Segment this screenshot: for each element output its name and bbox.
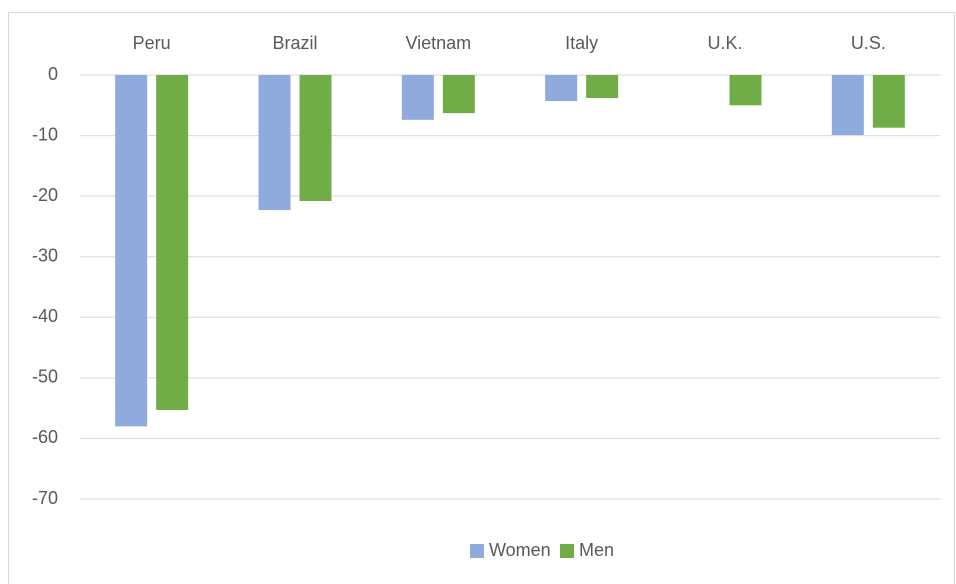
bar — [299, 75, 332, 201]
legend-label: Men — [579, 540, 614, 560]
bar — [872, 75, 905, 128]
x-tick-label: Vietnam — [405, 33, 471, 53]
x-tick-label: U.K. — [707, 33, 742, 53]
bar — [156, 75, 189, 410]
bar — [729, 75, 762, 106]
bar — [831, 75, 864, 135]
chart-frame — [8, 12, 955, 584]
bar — [258, 75, 291, 211]
x-tick-label: Peru — [133, 33, 171, 53]
bar — [545, 75, 578, 102]
x-tick-label: Brazil — [272, 33, 317, 53]
x-tick-label: Italy — [565, 33, 598, 53]
bar — [586, 75, 619, 99]
y-tick-label: 0 — [48, 64, 58, 84]
bar — [401, 75, 434, 120]
y-tick-label: -70 — [32, 488, 58, 508]
bar — [442, 75, 475, 114]
legend-swatch — [470, 544, 484, 558]
y-tick-label: -60 — [32, 427, 58, 447]
y-tick-label: -40 — [32, 306, 58, 326]
bar — [115, 75, 148, 427]
y-tick-label: -50 — [32, 367, 58, 387]
x-tick-label: U.S. — [851, 33, 886, 53]
y-tick-label: -30 — [32, 245, 58, 265]
y-tick-label: -10 — [32, 124, 58, 144]
y-tick-label: -20 — [32, 185, 58, 205]
legend-swatch — [560, 544, 574, 558]
legend-label: Women — [489, 540, 551, 560]
